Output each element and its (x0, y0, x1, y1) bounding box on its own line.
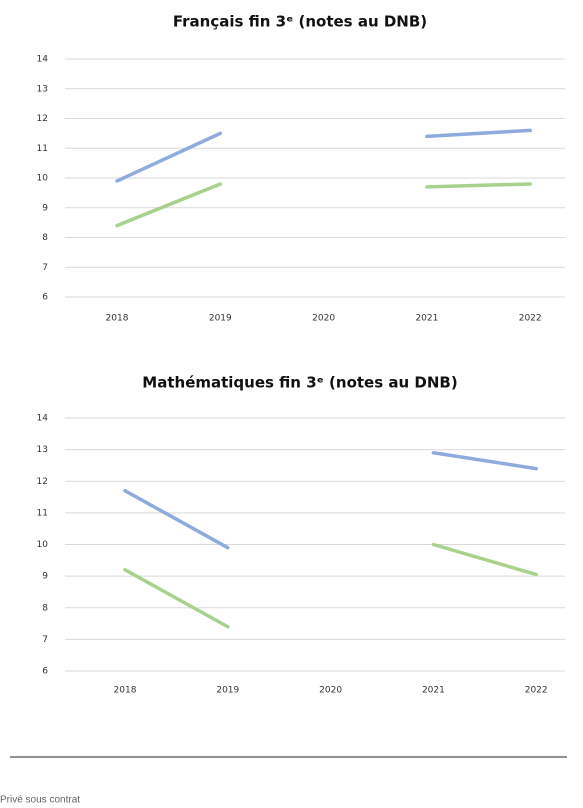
y-tick-label: 6 (42, 667, 48, 677)
footer: Privé sous contrat (0, 795, 80, 806)
y-tick-label: 7 (42, 263, 48, 273)
y-tick-label: 14 (37, 55, 49, 65)
y-tick-label: 8 (42, 233, 48, 243)
series-line (115, 182, 532, 228)
chart-title: Mathématiques fin 3ᵉ (notes au DNB) (142, 374, 457, 392)
y-tick-label: 14 (37, 414, 49, 424)
y-tick-label: 9 (42, 572, 48, 582)
y-tick-label: 12 (37, 477, 48, 487)
y-tick-label: 9 (42, 203, 48, 213)
series-line (115, 128, 532, 183)
x-tick-label: 2019 (216, 686, 239, 696)
series-line (123, 542, 538, 629)
y-tick-label: 6 (42, 293, 48, 303)
x-tick-label: 2019 (209, 314, 232, 324)
series-line (123, 451, 538, 550)
y-tick-label: 11 (37, 508, 48, 518)
x-tick-label: 2020 (319, 686, 342, 696)
y-tick-label: 13 (37, 445, 48, 455)
x-tick-label: 2021 (422, 686, 445, 696)
x-tick-label: 2021 (415, 314, 438, 324)
x-tick-label: 2022 (519, 314, 542, 324)
y-tick-label: 10 (37, 174, 49, 184)
x-tick-label: 2022 (525, 686, 548, 696)
y-tick-label: 10 (37, 540, 49, 550)
x-tick-label: 2018 (106, 314, 129, 324)
y-tick-label: 11 (37, 144, 48, 154)
x-tick-label: 2018 (114, 686, 137, 696)
x-tick-label: 2020 (312, 314, 335, 324)
y-tick-label: 8 (42, 603, 48, 613)
y-tick-label: 13 (37, 84, 48, 94)
y-tick-label: 12 (37, 114, 48, 124)
chart-title: Français fin 3ᵉ (notes au DNB) (173, 13, 427, 31)
y-tick-label: 7 (42, 635, 48, 645)
